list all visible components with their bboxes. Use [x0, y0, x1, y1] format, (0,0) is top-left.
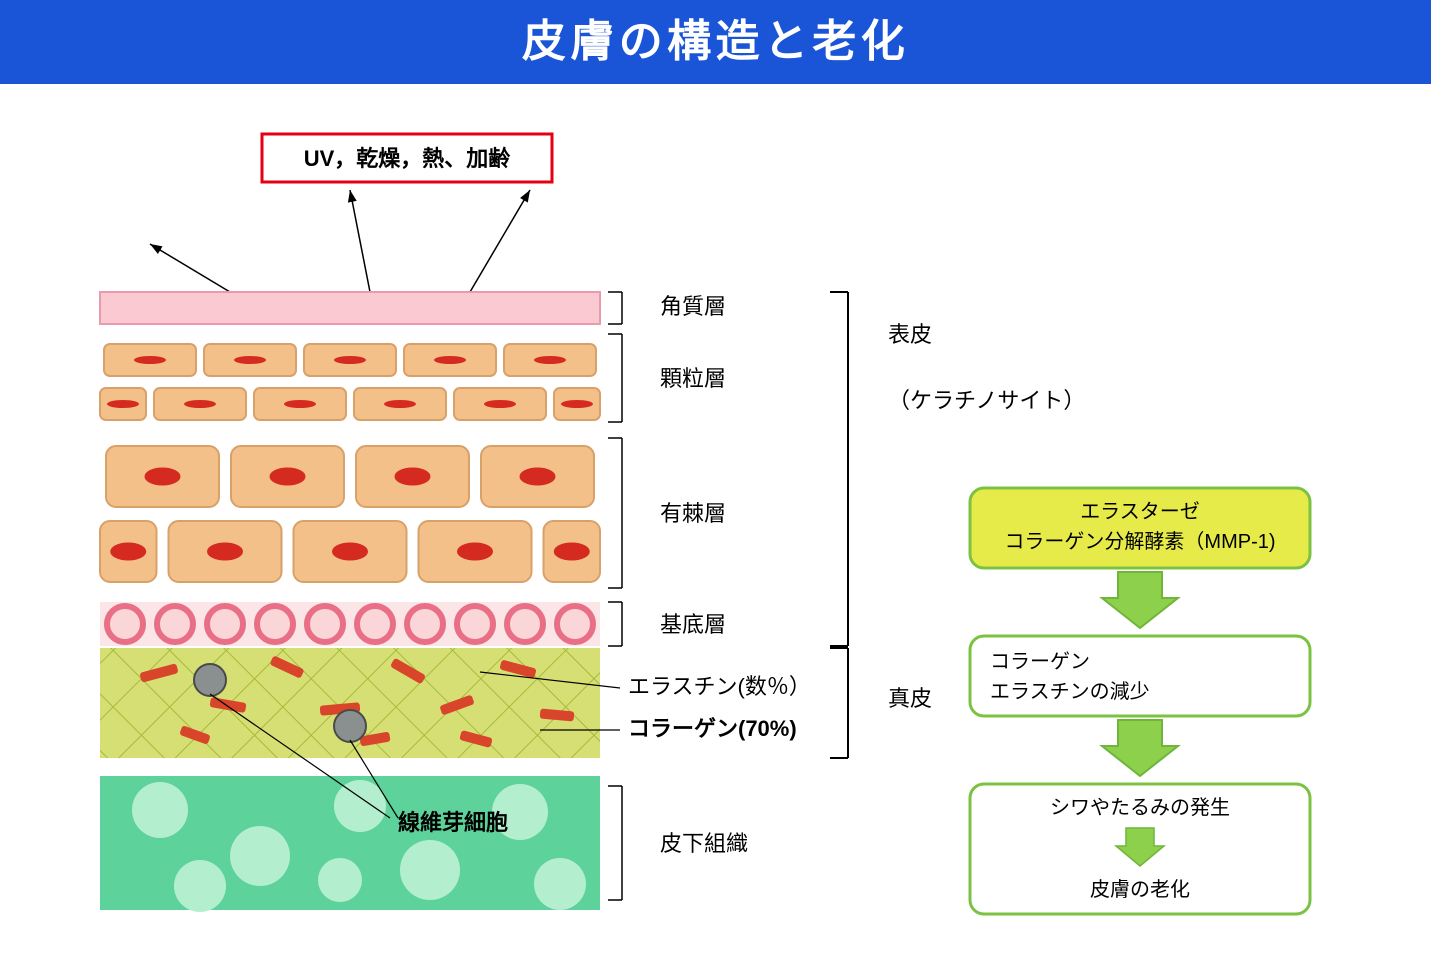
- svg-text:エラスチンの減少: エラスチンの減少: [990, 680, 1150, 703]
- stress-arrow: [470, 190, 530, 292]
- svg-text:線維芽細胞: 線維芽細胞: [398, 810, 508, 835]
- svg-text:角質層: 角質層: [660, 294, 726, 319]
- svg-text:表皮: 表皮: [888, 322, 932, 347]
- svg-text:皮膚の老化: 皮膚の老化: [1090, 878, 1190, 901]
- svg-text:エラスチン(数％）: エラスチン(数％）: [628, 674, 811, 699]
- flow-arrow: [1102, 572, 1178, 628]
- svg-text:顆粒層: 顆粒層: [660, 366, 726, 391]
- svg-text:UV，乾燥，熱、加齢: UV，乾燥，熱、加齢: [304, 146, 512, 171]
- layer-dermis: [100, 648, 600, 758]
- diagram-canvas: UV，乾燥，熱、加齢角質層顆粒層有棘層基底層エラスチン(数％） コラーゲン(70%…: [0, 84, 1431, 976]
- page-title-bar: 皮膚の構造と老化: [0, 0, 1431, 84]
- svg-text:真皮: 真皮: [888, 686, 932, 711]
- svg-text:シワやたるみの発生: シワやたるみの発生: [1050, 796, 1230, 819]
- stress-arrow: [350, 190, 370, 292]
- layer-stratum-corneum: [100, 292, 600, 324]
- flow-box-1: コラーゲンエラスチンの減少: [970, 636, 1310, 716]
- svg-text:有棘層: 有棘層: [660, 501, 726, 526]
- svg-text:基底層: 基底層: [660, 612, 726, 637]
- svg-text:コラーゲン: コラーゲン: [990, 650, 1090, 673]
- svg-text:コラーゲン分解酵素（MMP-1): コラーゲン分解酵素（MMP-1): [1004, 530, 1275, 553]
- flow-box-0: エラスターゼコラーゲン分解酵素（MMP-1): [970, 488, 1310, 568]
- svg-text:コラーゲン(70%): コラーゲン(70%): [628, 716, 797, 741]
- flow-arrow: [1102, 720, 1178, 776]
- svg-text:（ケラチノサイト）: （ケラチノサイト）: [888, 388, 1085, 413]
- svg-text:エラスターゼ: エラスターゼ: [1080, 500, 1200, 523]
- stress-arrow: [150, 244, 230, 292]
- svg-text:皮下組織: 皮下組織: [660, 831, 748, 856]
- bracket-epidermis: [830, 292, 848, 646]
- bracket-dermis: [830, 648, 848, 758]
- flow-box-2: シワやたるみの発生皮膚の老化: [970, 784, 1310, 914]
